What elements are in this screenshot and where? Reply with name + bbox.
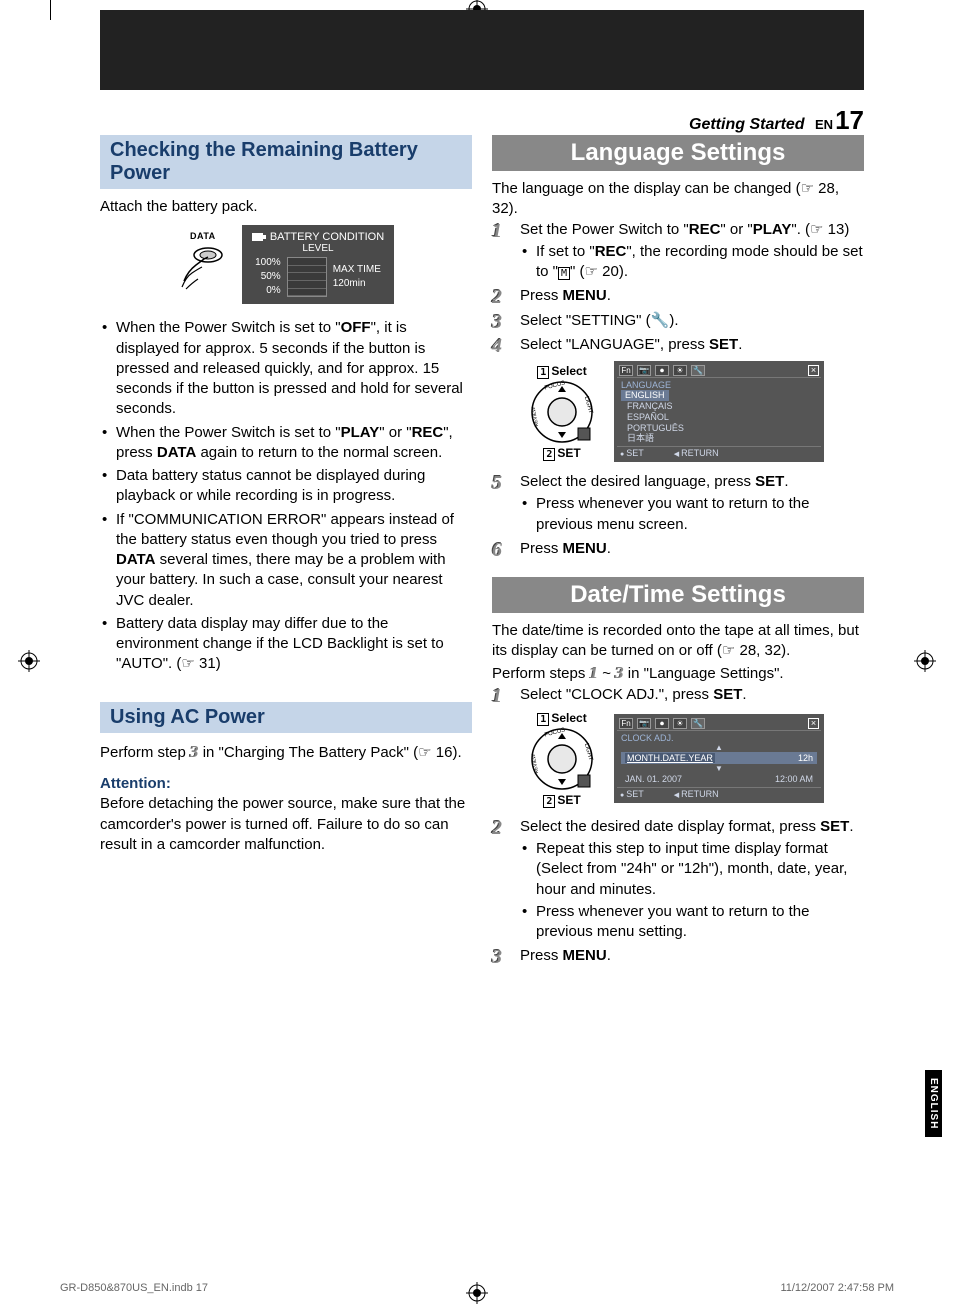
battery-bars-graphic	[287, 257, 327, 297]
dial-icon: FOCUS LIGHT REVIEW	[528, 725, 596, 793]
page-number: 17	[835, 105, 864, 135]
language-menu-screen: Fn📷⏺☀🔧 × LANGUAGE ENGLISH FRANÇAIS ESPAÑ…	[614, 361, 824, 462]
datetime-settings-title: Date/Time Settings	[492, 577, 864, 613]
date-steps-cont: 2Select the desired date display format,…	[492, 817, 864, 967]
lang-step-1-sub: If set to "REC", the recording mode shou…	[520, 242, 864, 283]
content-area: Checking the Remaining Battery Power Att…	[100, 135, 864, 971]
language-side-tab: ENGLISH	[925, 1070, 942, 1137]
date-step-2: 2Select the desired date display format,…	[492, 817, 864, 943]
footer-filename: GR-D850&870US_EN.indb 17	[60, 1282, 208, 1294]
lang-step-5-sub: Press whenever you want to return to the…	[520, 494, 864, 535]
language-screen-figure: 1Select FOCUS LIGHT REVIEW 2SET	[522, 361, 864, 462]
top-black-bar	[100, 10, 864, 90]
battery-section-title: Checking the Remaining Battery Power	[100, 135, 472, 189]
registration-mark-right	[914, 650, 936, 672]
language-steps-cont: 5Select the desired language, press SET.…	[492, 472, 864, 559]
note-2: When the Power Switch is set to "PLAY" o…	[100, 423, 472, 464]
date-step-2-sub2: Press whenever you want to return to the…	[520, 902, 864, 943]
lang-code: EN	[815, 117, 833, 132]
close-icon: ×	[808, 718, 819, 729]
page-footer: GR-D850&870US_EN.indb 17 11/12/2007 2:47…	[60, 1282, 894, 1294]
date-step-2-sub1: Repeat this step to input time display f…	[520, 839, 864, 900]
manual-page: Getting Started EN17 Checking the Remain…	[0, 0, 954, 1312]
note-5: Battery data display may differ due to t…	[100, 614, 472, 675]
screen-tab-row: Fn📷⏺☀🔧 ×	[617, 364, 821, 378]
data-button-figure: DATA	[178, 231, 228, 298]
close-icon: ×	[808, 365, 819, 376]
footer-timestamp: 11/12/2007 2:47:58 PM	[780, 1282, 894, 1294]
left-column: Checking the Remaining Battery Power Att…	[100, 135, 472, 971]
lang-step-1: 1 Set the Power Switch to "REC" or "PLAY…	[492, 220, 864, 283]
date-steps: 1Select "CLOCK ADJ.", press SET.	[492, 685, 864, 705]
battery-diagram: DATA BATTERY CONDITION LEVEL	[100, 225, 472, 304]
ac-power-text: Perform step 3 in "Charging The Battery …	[100, 741, 472, 764]
crop-tick	[50, 0, 51, 20]
date-step-1: 1Select "CLOCK ADJ.", press SET.	[492, 685, 864, 705]
wrench-icon: 🔧	[651, 312, 670, 329]
screen-tab-row: Fn📷⏺☀🔧 ×	[617, 717, 821, 731]
battery-levels: 100% 50% 0%	[255, 256, 281, 298]
battery-condition-box: BATTERY CONDITION LEVEL 100% 50% 0%	[242, 225, 394, 304]
lang-step-4: 4Select "LANGUAGE", press SET.	[492, 335, 864, 355]
language-settings-title: Language Settings	[492, 135, 864, 171]
clock-screen-figure: 1Select FOCUS LIGHT REVIEW 2SET	[522, 711, 864, 807]
note-1: When the Power Switch is set to "OFF", i…	[100, 318, 472, 419]
lang-intro: The language on the display can be chang…	[492, 179, 864, 220]
hand-pressing-icon	[178, 243, 228, 293]
attention-heading: Attention:	[100, 775, 472, 792]
battery-maxtime: MAX TIME 120min	[333, 263, 381, 291]
ac-power-title: Using AC Power	[100, 702, 472, 733]
battery-icon	[252, 233, 266, 241]
lang-step-5: 5Select the desired language, press SET.…	[492, 472, 864, 535]
battery-box-title: BATTERY CONDITION	[270, 231, 384, 243]
attention-text: Before detaching the power source, make …	[100, 794, 472, 855]
right-column: Language Settings The language on the di…	[492, 135, 864, 971]
date-step-3: 3Press MENU.	[492, 946, 864, 966]
language-steps: 1 Set the Power Switch to "REC" or "PLAY…	[492, 220, 864, 356]
note-3: Data battery status cannot be displayed …	[100, 466, 472, 507]
note-4: If "COMMUNICATION ERROR" appears instead…	[100, 510, 472, 611]
page-header: Getting Started EN17	[100, 105, 864, 136]
control-dial-2: 1Select FOCUS LIGHT REVIEW 2SET	[522, 711, 602, 807]
lang-step-6: 6Press MENU.	[492, 539, 864, 559]
control-dial: 1Select FOCUS LIGHT REVIEW 2SET	[522, 364, 602, 460]
attach-text: Attach the battery pack.	[100, 197, 472, 217]
dial-icon: FOCUS LIGHT REVIEW	[528, 378, 596, 446]
data-button-label: DATA	[178, 231, 228, 241]
lang-step-3: 3Select "SETTING" (🔧).	[492, 311, 864, 331]
date-intro: The date/time is recorded onto the tape …	[492, 621, 864, 662]
date-perform: Perform steps 1 ~ 3 in "Language Setting…	[492, 662, 864, 685]
section-name: Getting Started	[689, 116, 805, 133]
battery-box-subtitle: LEVEL	[302, 243, 333, 254]
clock-adj-screen: Fn📷⏺☀🔧 × CLOCK ADJ. ▲ MONTH.DATE.YEAR12h…	[614, 714, 824, 803]
registration-mark-left	[18, 650, 40, 672]
battery-notes-list: When the Power Switch is set to "OFF", i…	[100, 318, 472, 674]
lang-step-2: 2Press MENU.	[492, 286, 864, 306]
